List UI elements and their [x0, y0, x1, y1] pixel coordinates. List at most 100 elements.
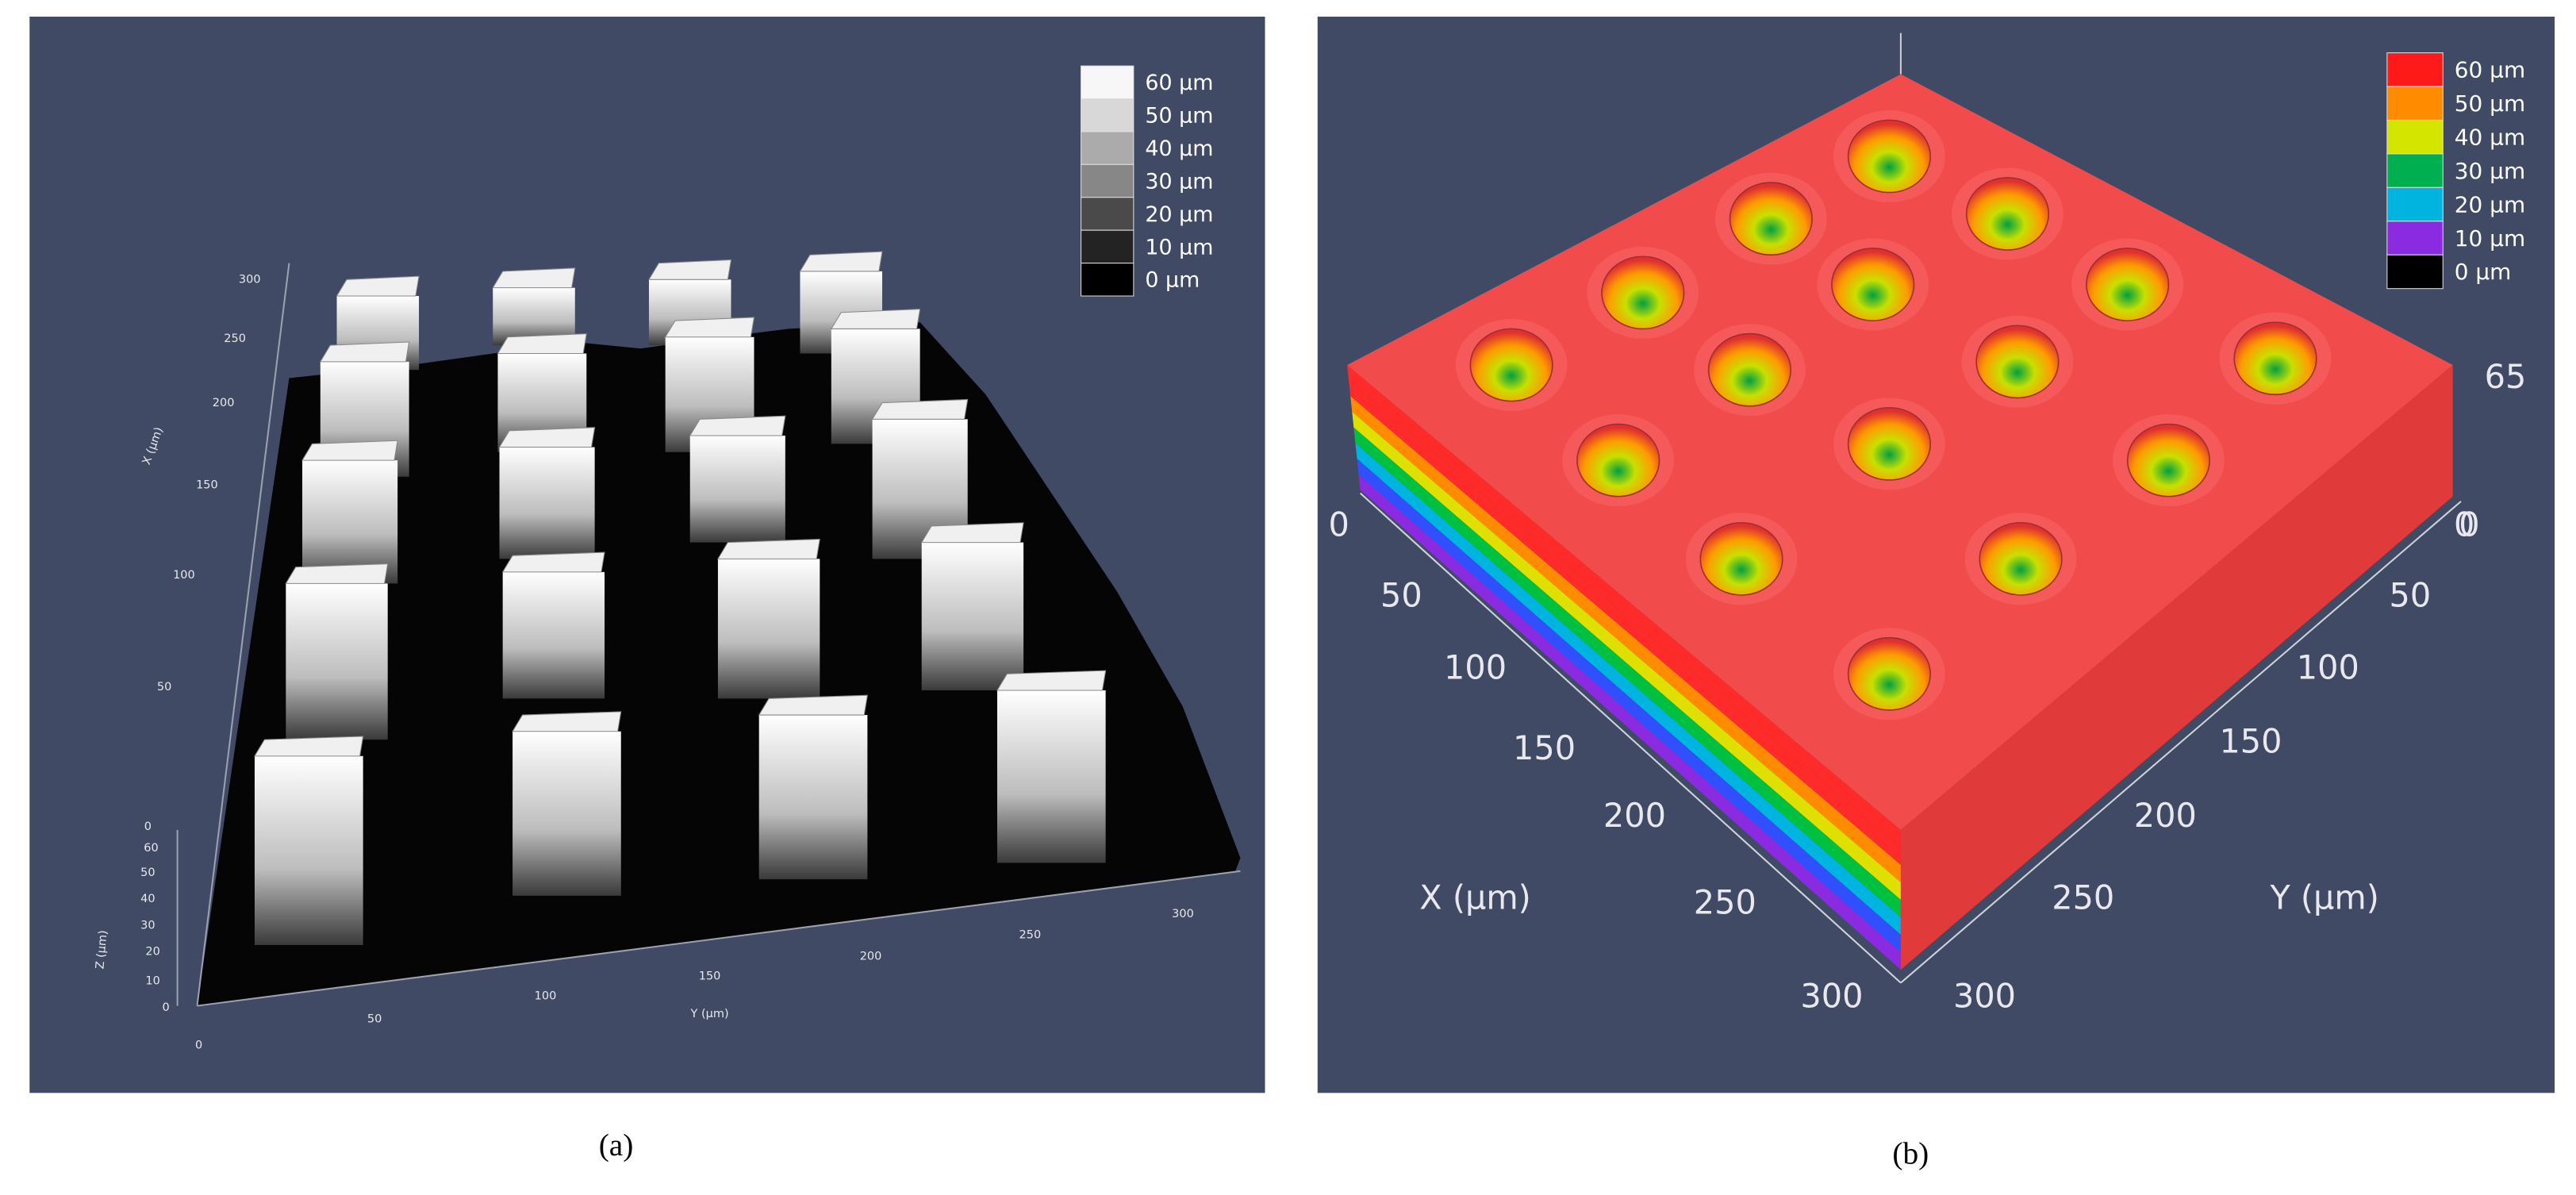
- z-tick-label: 40: [140, 893, 155, 905]
- stripe: [1353, 427, 1901, 918]
- pillar-top: [336, 275, 420, 297]
- z-tick-label: 60: [144, 842, 158, 855]
- pillar-top: [301, 440, 398, 461]
- pillar-top: [254, 736, 364, 757]
- pillar-top: [717, 538, 820, 559]
- hole: [1699, 521, 1783, 596]
- legend-swatch: [1081, 163, 1134, 198]
- legend-swatch: [1081, 263, 1134, 297]
- x-tick-label: 300: [239, 273, 261, 286]
- z-tick-label: 50: [140, 866, 155, 879]
- hole: [1831, 248, 1915, 321]
- legend-label: 20 μm: [2455, 191, 2525, 217]
- box-right: [1900, 364, 2453, 970]
- pillar-top: [648, 259, 732, 280]
- axis-line: [1359, 492, 1902, 984]
- pillar-top: [285, 563, 389, 584]
- x-tick-label: 0: [144, 820, 152, 833]
- pillar-side: [996, 690, 1106, 863]
- hole: [1601, 256, 1685, 330]
- x-tick-label: 100: [173, 569, 195, 582]
- y-tick-label: 50: [367, 1012, 382, 1025]
- legend-swatch: [2386, 119, 2444, 155]
- pillar-side: [254, 755, 363, 945]
- hole: [1979, 521, 2063, 596]
- x-tick-label: 50: [157, 681, 171, 694]
- pillar-side: [689, 436, 785, 543]
- stripe: [1357, 459, 1901, 953]
- pillar-top: [492, 267, 576, 289]
- x-tick-label: 150: [1513, 729, 1576, 767]
- pillar-top: [498, 427, 596, 448]
- x-tick-label: 250: [1694, 884, 1756, 922]
- pillar-top: [758, 694, 868, 716]
- pillar-side: [513, 731, 621, 896]
- pillar-side: [921, 542, 1024, 690]
- caption: (a): [599, 1128, 634, 1162]
- hole: [1469, 328, 1553, 402]
- hole: [2086, 248, 2170, 321]
- legend-swatch: [2386, 86, 2444, 121]
- pillar-top: [920, 522, 1024, 544]
- legend-swatch: [1081, 131, 1134, 165]
- hole: [1965, 177, 2050, 251]
- legend-label: 0 μm: [2455, 259, 2512, 285]
- x-tick-label: 200: [1603, 797, 1666, 835]
- y-tick-label: 0: [195, 1039, 202, 1051]
- box-left: [1347, 364, 1901, 970]
- x-tick-label: 300: [1800, 978, 1863, 1016]
- legend-swatch: [2386, 221, 2444, 256]
- legend-label: 10 μm: [2455, 225, 2525, 252]
- axis-line: [196, 263, 290, 1006]
- pillar-top: [996, 670, 1107, 691]
- pillar-side: [758, 715, 868, 880]
- axis-line: [1900, 501, 2462, 984]
- x-tick-label: 100: [1444, 649, 1507, 687]
- axis-line: [197, 870, 1241, 1007]
- legend-swatch: [2386, 254, 2444, 290]
- pillar-top: [497, 333, 587, 355]
- z-tick-label: 65: [2485, 358, 2527, 396]
- y-tick-label: 200: [860, 951, 882, 963]
- z-tick-label: 10: [145, 975, 159, 988]
- legend-label: 40 μm: [1145, 136, 1213, 161]
- legend-label: 20 μm: [1145, 202, 1213, 227]
- stripe: [1358, 474, 1901, 970]
- hole: [1847, 636, 1932, 711]
- pillar-top: [664, 317, 755, 338]
- x-tick-label: 0: [1329, 505, 1349, 544]
- hole: [1847, 406, 1932, 481]
- hole: [1975, 325, 2060, 399]
- stripe: [1349, 380, 1901, 866]
- y-tick-label: 0: [2454, 505, 2474, 544]
- pillar-top: [871, 398, 969, 420]
- pillar-top: [830, 309, 921, 329]
- legend-label: 0 μm: [1145, 268, 1200, 293]
- x-tick-label: 50: [1380, 576, 1422, 614]
- y-tick-label: 300: [1172, 908, 1194, 920]
- legend-label: 30 μm: [2455, 158, 2525, 184]
- z-tick-label: 0: [163, 1001, 170, 1014]
- hole: [1847, 119, 1932, 194]
- z-tick-label: 0: [2459, 505, 2479, 544]
- legend-swatch: [2386, 186, 2444, 222]
- x-tick-label: 250: [224, 332, 246, 345]
- pillar-top: [319, 341, 410, 363]
- x-tick-label: 150: [196, 478, 218, 491]
- hole: [1729, 182, 1813, 256]
- z-tick-label: 30: [140, 919, 155, 932]
- pillar-side: [499, 447, 595, 559]
- legend-label: 30 μm: [1145, 169, 1213, 194]
- axis-title: Y (μm): [2269, 878, 2378, 916]
- y-tick-label: 100: [2297, 649, 2359, 687]
- hole: [2233, 321, 2317, 396]
- y-tick-label: 250: [1019, 929, 1042, 942]
- stripe: [1347, 364, 1901, 848]
- pillar-top: [512, 711, 622, 732]
- hole: [1707, 332, 1791, 407]
- pillar-top: [501, 551, 605, 573]
- y-tick-label: 200: [2134, 797, 2197, 835]
- axis-title: X (μm): [1419, 878, 1531, 916]
